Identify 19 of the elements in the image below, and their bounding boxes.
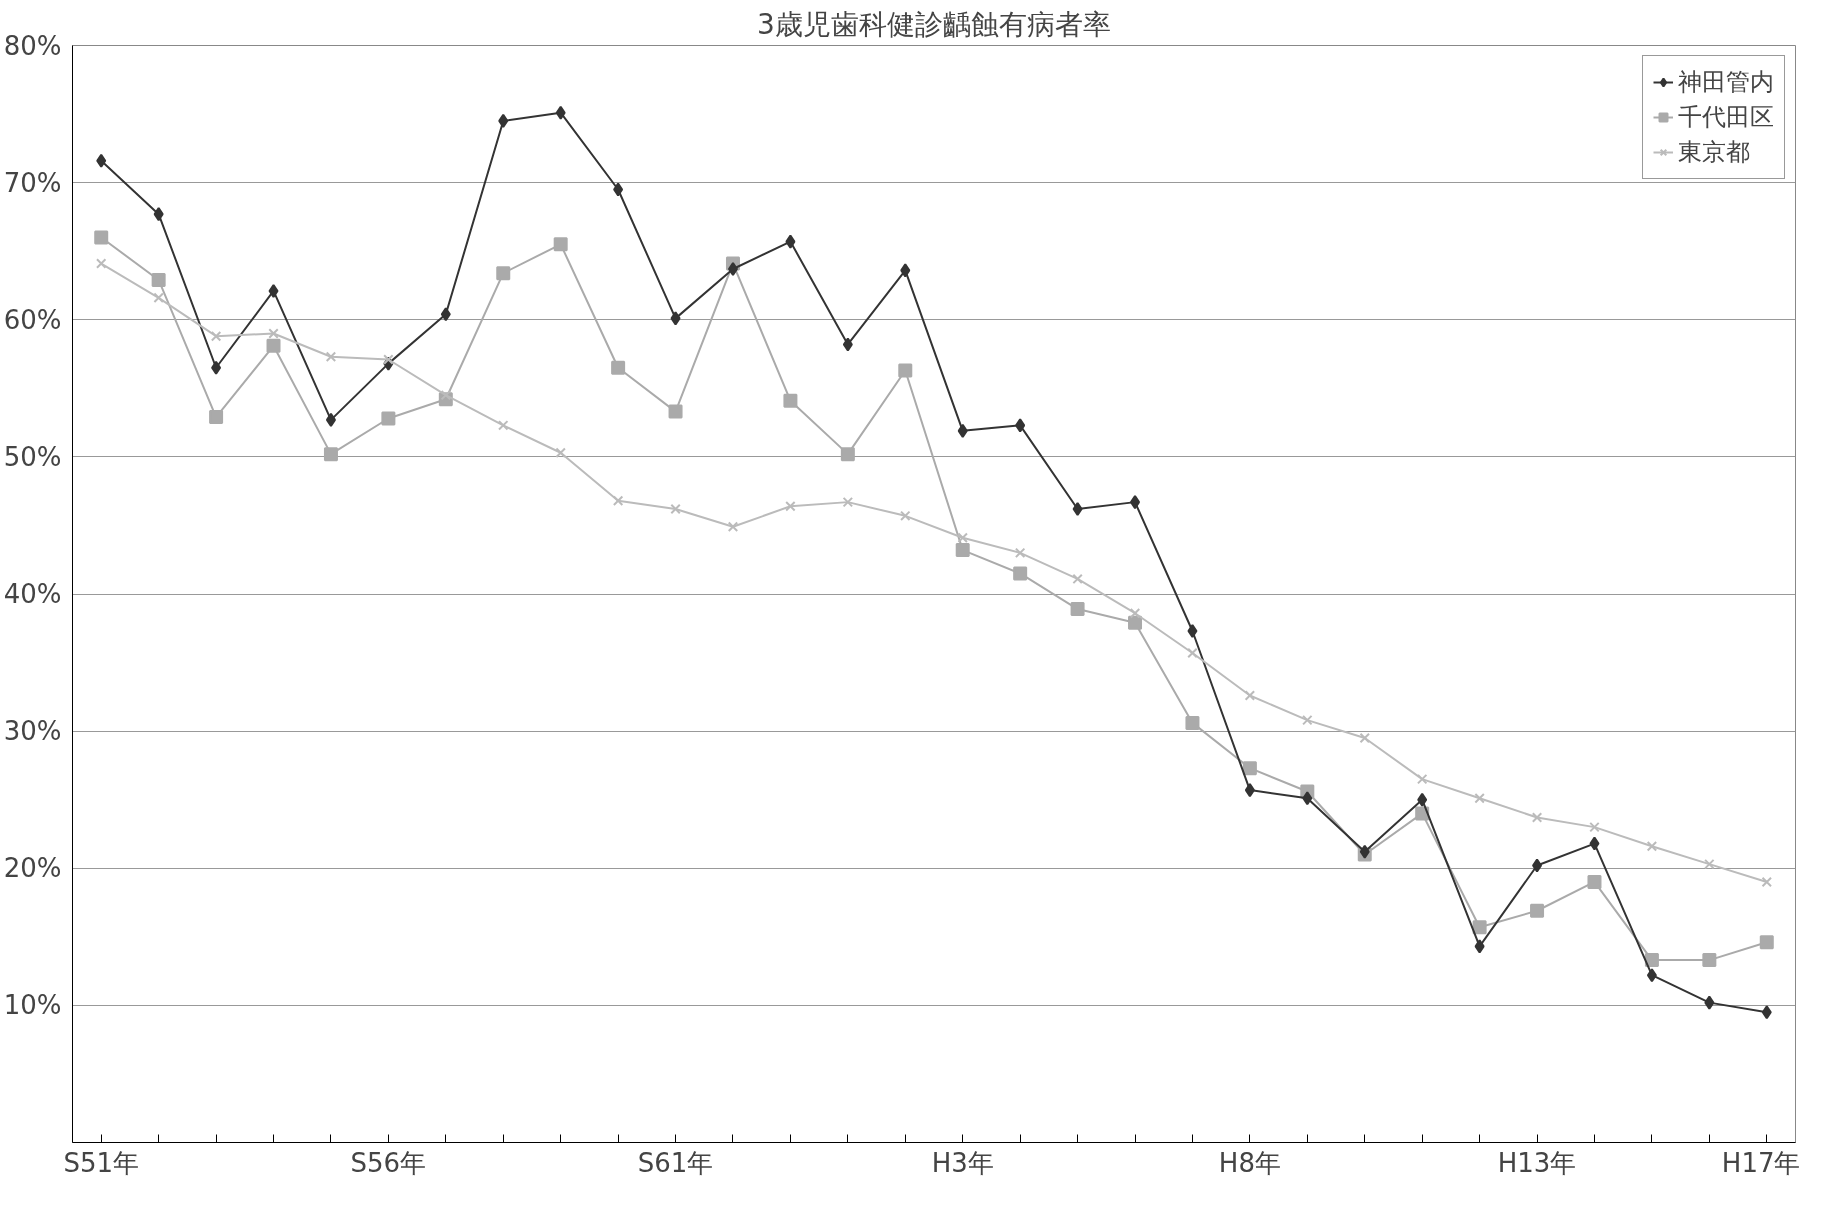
y-tick-label: 70% — [3, 167, 62, 198]
x-tick-label: H17年 — [1721, 1147, 1801, 1178]
x-tick-label: S56年 — [350, 1147, 427, 1178]
chart-title: 3歳児歯科健診齲蝕有病者率 — [757, 7, 1111, 41]
legend-label: 東京都 — [1678, 137, 1750, 168]
x-tick-label: H8年 — [1218, 1147, 1281, 1178]
y-tick-label: 30% — [3, 716, 62, 747]
x-tick-label: H13年 — [1497, 1147, 1577, 1178]
y-tick-label: 20% — [3, 853, 62, 884]
x-tick-label: H3年 — [931, 1147, 994, 1178]
x-tick-label: S61年 — [637, 1147, 714, 1178]
y-tick-label: 80% — [3, 30, 62, 61]
legend-label: 神田管内 — [1678, 67, 1774, 98]
y-tick-label: 50% — [3, 441, 62, 472]
y-tick-label: 40% — [3, 579, 62, 609]
x-tick-label: S51年 — [63, 1147, 140, 1178]
y-tick-label: 10% — [3, 990, 62, 1021]
legend-label: 千代田区 — [1678, 102, 1774, 133]
y-tick-label: 60% — [3, 304, 62, 335]
